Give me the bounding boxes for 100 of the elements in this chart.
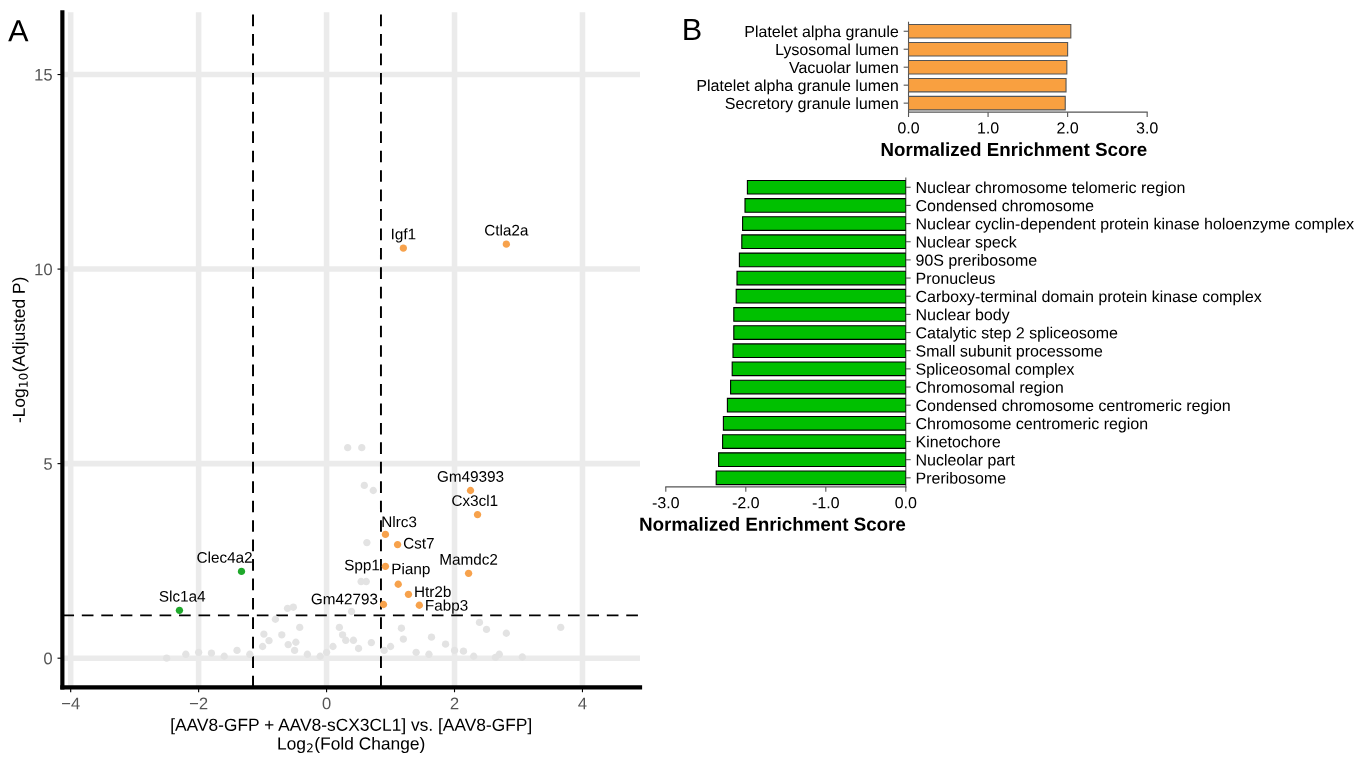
y-tick-label: Spliceosomal complex	[916, 363, 1075, 378]
point	[220, 652, 228, 660]
point	[379, 600, 388, 609]
x-tick-label: 1.0	[978, 122, 999, 134]
point	[265, 636, 273, 645]
x-axis-title: [AAV8-GFP + AAV8-sCX3CL1] vs. [AAV8-GFP] Log$_{2}$(Fold Change)	[171, 718, 531, 754]
point	[386, 642, 395, 651]
point	[450, 646, 459, 655]
point	[316, 652, 324, 660]
chart-title: B	[684, 18, 701, 40]
annotation: Cx3cl1	[452, 494, 498, 507]
y-axis-title: -Log$_{10}$(Adjusted P)	[12, 277, 29, 423]
point	[233, 646, 241, 655]
y-tick-label: Nuclear chromosome telomeric region	[916, 181, 1185, 197]
point	[399, 244, 408, 252]
y-tick-label: Catalytic step 2 spliceosome	[916, 326, 1118, 342]
point	[380, 646, 388, 655]
point	[237, 567, 246, 576]
annotation: Gm42793	[311, 593, 378, 605]
y-tick-label: Secretory granule lumen	[725, 97, 898, 113]
x-tick-label: -2.0	[732, 497, 759, 509]
point	[459, 647, 468, 655]
x-axis-title: Normalized Enrichment Score	[640, 517, 906, 531]
x-tick-label: -1.0	[812, 497, 839, 509]
x-tick-label: -3.0	[652, 497, 679, 509]
y-tick-label: Preribosome	[916, 472, 1006, 484]
y-tick-label: Vacuolar lumen	[789, 61, 898, 74]
point	[258, 642, 267, 651]
point	[289, 603, 297, 611]
y-tick-label: Chromosomal region	[916, 381, 1063, 397]
point	[338, 631, 347, 639]
point	[296, 623, 304, 632]
point	[427, 633, 436, 641]
point	[322, 648, 331, 657]
point	[303, 650, 312, 658]
annotation: Clec4a2	[197, 551, 252, 563]
point	[404, 590, 413, 599]
point	[441, 640, 450, 648]
y-tick-label: Platelet alpha granule lumen	[697, 79, 898, 95]
point	[246, 650, 254, 658]
annotation: Gm49393	[437, 471, 504, 482]
y-tick-label: Lysosomal lumen	[776, 43, 898, 59]
annotation: Cst7	[403, 537, 434, 549]
point	[464, 569, 473, 578]
annotation: Fabp3	[426, 599, 468, 614]
point	[495, 650, 503, 658]
point	[363, 538, 371, 547]
point	[182, 650, 190, 658]
y-tick-label: Chromosome centromeric region	[916, 417, 1148, 433]
x-tick-label: −4	[62, 697, 80, 710]
point	[290, 646, 299, 655]
point	[335, 623, 344, 632]
point	[162, 654, 171, 662]
y-tick-label: Small subunit processome	[916, 344, 1103, 360]
point	[425, 650, 433, 658]
point	[367, 638, 376, 647]
point	[329, 642, 337, 651]
y-tick-label: Condensed chromosome	[916, 199, 1094, 212]
annotation: Slc1a4	[159, 590, 206, 602]
point	[344, 444, 352, 452]
point	[394, 580, 402, 588]
point	[349, 636, 358, 644]
point	[473, 510, 482, 519]
point	[284, 640, 292, 649]
point	[381, 562, 390, 571]
point	[342, 636, 350, 644]
point	[207, 649, 216, 657]
annotation: Htr2b	[415, 585, 451, 598]
y-tick-label: Nuclear cyclin-dependent protein kinase holoenzyme complex	[916, 217, 1354, 233]
point	[278, 631, 286, 639]
annotation: Igf1	[392, 228, 416, 243]
point	[283, 604, 292, 613]
point	[393, 540, 402, 549]
x-tick-label: 2	[450, 697, 459, 710]
point	[194, 648, 203, 657]
annotation: Mamdc2	[440, 553, 498, 565]
point	[175, 606, 184, 614]
point	[502, 629, 511, 637]
point	[502, 240, 511, 248]
x-tick-label: 0.0	[898, 122, 919, 134]
x-tick-label: 0.0	[895, 497, 917, 509]
point	[360, 481, 368, 490]
point	[292, 638, 300, 646]
y-tick-label: Nuclear body	[916, 308, 1010, 324]
point	[475, 618, 484, 627]
y-tick-label: Condensed chromosome centromeric region	[916, 399, 1230, 415]
point	[381, 530, 390, 539]
annotation: Nlrc3	[382, 516, 417, 528]
annotation: Ctla2a	[485, 224, 529, 236]
y-tick-label: 10	[35, 263, 52, 276]
annotation: Spp1	[344, 559, 380, 574]
point	[415, 601, 424, 609]
y-tick-label: 90S preribosome	[916, 254, 1037, 269]
point	[470, 652, 478, 660]
x-axis-title: Normalized Enrichment Score	[881, 142, 1147, 157]
point	[358, 444, 366, 452]
y-tick-label: 5	[44, 458, 52, 470]
point	[518, 653, 526, 661]
point	[347, 607, 356, 616]
x-tick-label: 0	[322, 697, 331, 710]
